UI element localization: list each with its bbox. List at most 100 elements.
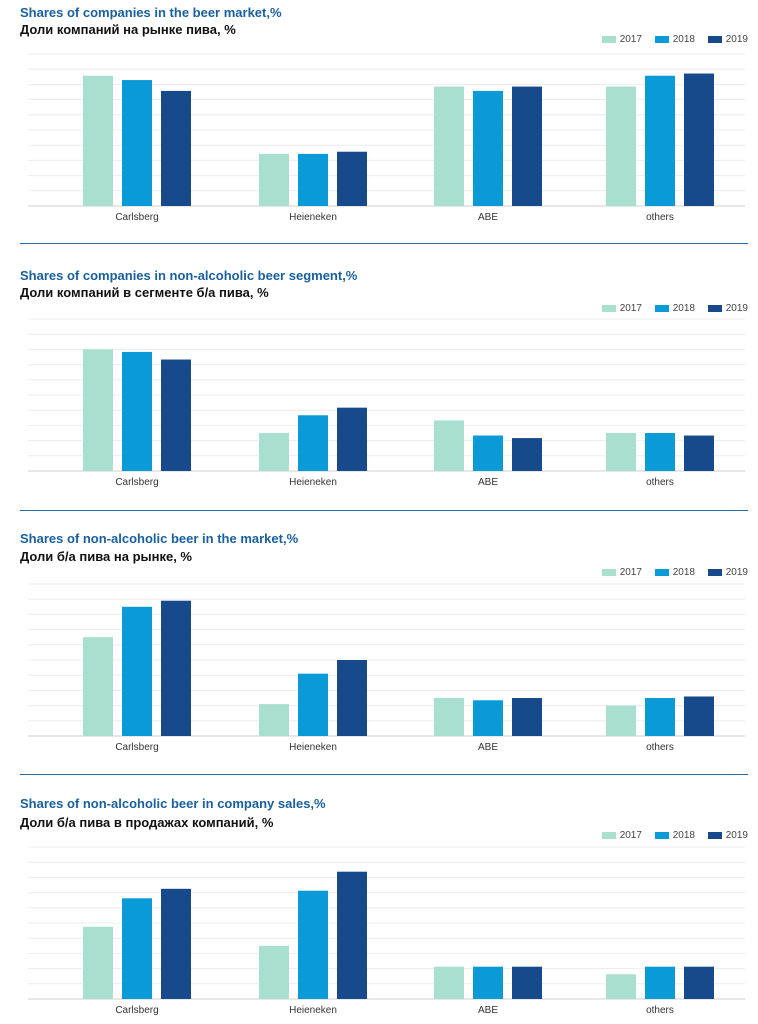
bar	[122, 351, 152, 471]
legend-swatch-2017	[601, 568, 616, 576]
legend-item-2018: 2018	[654, 303, 695, 314]
bar	[606, 974, 636, 999]
bar	[512, 438, 542, 471]
legend-swatch-2018	[654, 831, 669, 839]
legend-label: 2019	[725, 34, 748, 45]
legend-label: 2018	[672, 303, 695, 314]
bar	[473, 700, 503, 736]
chart-legend: 2017 2018 2019	[592, 567, 748, 578]
legend-label: 2019	[725, 303, 748, 314]
category-label: ABE	[478, 477, 498, 488]
chart-title: Shares of companies in non-alcoholic bee…	[20, 268, 358, 283]
legend-label: 2017	[619, 567, 642, 578]
bar	[337, 407, 367, 471]
legend-label: 2018	[672, 34, 695, 45]
legend-item-2018: 2018	[654, 34, 695, 45]
legend-label: 2017	[619, 303, 642, 314]
bar	[259, 433, 289, 471]
legend-label: 2019	[725, 567, 748, 578]
legend-item-2019: 2019	[707, 303, 748, 314]
bar	[122, 898, 152, 999]
bar	[684, 435, 714, 471]
chart-title: Shares of non-alcoholic beer in company …	[20, 796, 326, 811]
bar	[122, 606, 152, 736]
legend-label: 2017	[619, 830, 642, 841]
legend-item-2019: 2019	[707, 34, 748, 45]
bar	[298, 415, 328, 471]
legend-swatch-2019	[707, 304, 722, 312]
bar-chart: Carlsberg Heieneken ABE others	[28, 583, 745, 753]
legend-label: 2018	[672, 830, 695, 841]
bar	[512, 698, 542, 736]
bar	[337, 871, 367, 999]
category-label: others	[646, 212, 674, 223]
bar	[259, 945, 289, 999]
bar	[161, 888, 191, 999]
legend-swatch-2019	[707, 35, 722, 43]
legend-item-2017: 2017	[601, 303, 642, 314]
chart-panel-2: Shares of companies in non-alcoholic bee…	[0, 265, 758, 511]
chart-panel-4: Shares of non-alcoholic beer in company …	[0, 795, 758, 1024]
bar	[512, 966, 542, 999]
chart-title: Shares of companies in the beer market,%	[20, 5, 282, 20]
bar	[684, 966, 714, 999]
bar	[83, 926, 113, 999]
legend-label: 2019	[725, 830, 748, 841]
bar	[473, 90, 503, 206]
chart-panel-1: Shares of companies in the beer market,%…	[0, 0, 758, 245]
bar	[298, 890, 328, 999]
bar	[684, 696, 714, 736]
bar	[473, 435, 503, 471]
bar	[298, 153, 328, 206]
legend-label: 2018	[672, 567, 695, 578]
category-label: others	[646, 477, 674, 488]
bar	[161, 359, 191, 471]
category-label: Heieneken	[289, 742, 337, 753]
section-divider	[20, 243, 748, 244]
bar	[298, 673, 328, 736]
legend-item-2017: 2017	[601, 830, 642, 841]
chart-legend: 2017 2018 2019	[592, 303, 748, 314]
bar	[645, 698, 675, 736]
category-label: Carlsberg	[115, 1005, 158, 1016]
bar	[434, 86, 464, 206]
section-divider	[20, 774, 748, 775]
bar-chart: Carlsberg Heieneken ABE others	[28, 318, 745, 488]
bar	[606, 433, 636, 471]
chart-title: Shares of non-alcoholic beer in the mark…	[20, 531, 299, 546]
bar	[122, 80, 152, 206]
bar	[434, 420, 464, 471]
legend-swatch-2019	[707, 831, 722, 839]
category-label: others	[646, 742, 674, 753]
category-label: Carlsberg	[115, 477, 158, 488]
bar-chart: Carlsberg Heieneken ABE others	[28, 846, 745, 1016]
bar	[434, 966, 464, 999]
legend-swatch-2019	[707, 568, 722, 576]
bar	[434, 698, 464, 736]
legend-item-2018: 2018	[654, 567, 695, 578]
legend-item-2018: 2018	[654, 830, 695, 841]
category-label: ABE	[478, 1005, 498, 1016]
legend-item-2019: 2019	[707, 830, 748, 841]
bar	[337, 151, 367, 206]
legend-swatch-2018	[654, 568, 669, 576]
bar	[684, 73, 714, 207]
chart-panel-3: Shares of non-alcoholic beer in the mark…	[0, 530, 758, 775]
bar	[645, 75, 675, 206]
chart-subtitle: Доли б/а пива на рынке, %	[20, 549, 192, 564]
category-label: ABE	[478, 212, 498, 223]
bar	[473, 966, 503, 999]
legend-swatch-2017	[601, 304, 616, 312]
bar	[259, 704, 289, 736]
chart-legend: 2017 2018 2019	[592, 830, 748, 841]
bar	[645, 966, 675, 999]
category-label: Heieneken	[289, 212, 337, 223]
bar	[83, 75, 113, 206]
legend-item-2019: 2019	[707, 567, 748, 578]
legend-item-2017: 2017	[601, 567, 642, 578]
legend-swatch-2017	[601, 831, 616, 839]
category-label: Heieneken	[289, 477, 337, 488]
chart-legend: 2017 2018 2019	[592, 34, 748, 45]
bar	[606, 86, 636, 206]
bar-chart: Carlsberg Heieneken ABE others	[28, 53, 745, 223]
